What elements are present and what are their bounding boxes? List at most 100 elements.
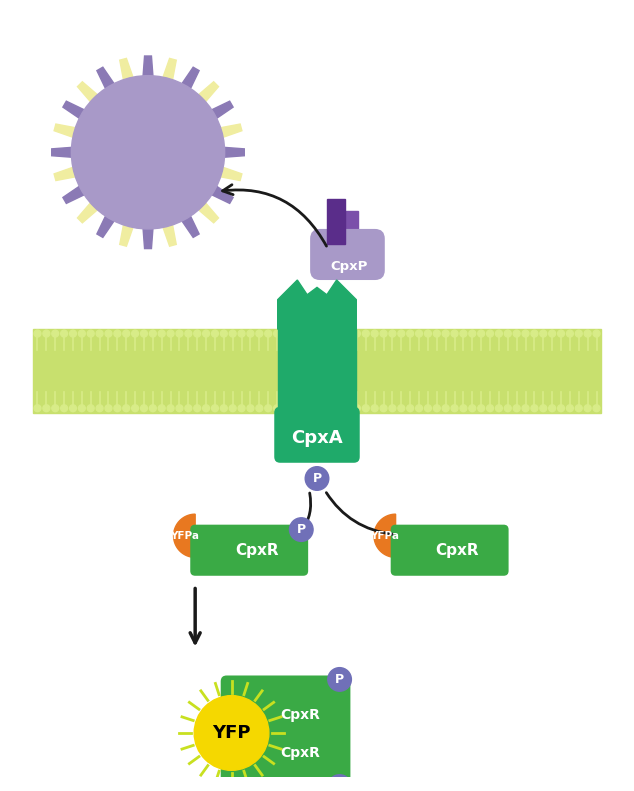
Circle shape: [495, 405, 502, 411]
Bar: [278, 329, 356, 413]
Circle shape: [416, 405, 422, 411]
Circle shape: [354, 405, 360, 411]
Circle shape: [52, 330, 59, 337]
Circle shape: [584, 330, 591, 337]
Circle shape: [363, 405, 369, 411]
Text: CpxR: CpxR: [280, 708, 320, 722]
FancyBboxPatch shape: [275, 407, 359, 463]
Circle shape: [478, 330, 484, 337]
Circle shape: [504, 330, 511, 337]
FancyBboxPatch shape: [221, 676, 351, 790]
Text: P: P: [297, 523, 306, 536]
Circle shape: [238, 330, 245, 337]
Circle shape: [87, 330, 94, 337]
Circle shape: [486, 330, 493, 337]
Circle shape: [203, 405, 209, 411]
Circle shape: [194, 330, 200, 337]
Circle shape: [105, 330, 112, 337]
Circle shape: [469, 330, 476, 337]
Polygon shape: [182, 216, 199, 237]
Polygon shape: [221, 124, 242, 137]
Polygon shape: [120, 225, 133, 246]
FancyArrowPatch shape: [223, 185, 327, 246]
Circle shape: [575, 405, 582, 411]
Polygon shape: [97, 67, 114, 89]
Circle shape: [141, 405, 148, 411]
Circle shape: [105, 405, 112, 411]
Circle shape: [495, 330, 502, 337]
Circle shape: [566, 330, 573, 337]
Text: YFP: YFP: [212, 724, 251, 742]
Polygon shape: [63, 101, 84, 118]
Circle shape: [345, 405, 351, 411]
Text: YFPa: YFPa: [370, 531, 399, 541]
Polygon shape: [52, 147, 72, 157]
Circle shape: [486, 405, 493, 411]
Circle shape: [451, 330, 458, 337]
Circle shape: [176, 405, 183, 411]
Circle shape: [328, 668, 351, 691]
Circle shape: [230, 405, 236, 411]
Circle shape: [230, 330, 236, 337]
Circle shape: [548, 405, 555, 411]
Polygon shape: [77, 203, 97, 223]
Polygon shape: [54, 124, 75, 137]
Circle shape: [380, 330, 387, 337]
Circle shape: [345, 330, 351, 337]
Circle shape: [522, 330, 529, 337]
Circle shape: [363, 330, 369, 337]
Polygon shape: [63, 187, 84, 203]
Circle shape: [43, 330, 50, 337]
Polygon shape: [143, 56, 153, 76]
Circle shape: [372, 405, 378, 411]
Circle shape: [318, 405, 325, 411]
Circle shape: [185, 405, 191, 411]
Circle shape: [301, 405, 307, 411]
Circle shape: [96, 405, 103, 411]
Circle shape: [389, 330, 396, 337]
Circle shape: [478, 405, 484, 411]
FancyBboxPatch shape: [190, 524, 308, 576]
Circle shape: [593, 405, 600, 411]
Circle shape: [540, 405, 547, 411]
Polygon shape: [212, 187, 233, 203]
Circle shape: [158, 330, 165, 337]
Circle shape: [176, 330, 183, 337]
Text: P: P: [335, 673, 344, 686]
Circle shape: [398, 330, 404, 337]
Circle shape: [114, 405, 121, 411]
Circle shape: [575, 330, 582, 337]
Circle shape: [167, 330, 174, 337]
Circle shape: [434, 330, 440, 337]
Polygon shape: [163, 225, 176, 246]
Circle shape: [185, 330, 191, 337]
Circle shape: [380, 405, 387, 411]
Polygon shape: [374, 514, 396, 558]
Circle shape: [274, 405, 280, 411]
Circle shape: [305, 467, 329, 490]
Circle shape: [328, 774, 351, 791]
Polygon shape: [163, 59, 176, 80]
Circle shape: [212, 330, 218, 337]
Circle shape: [451, 405, 458, 411]
Circle shape: [301, 330, 307, 337]
Circle shape: [434, 405, 440, 411]
Circle shape: [238, 405, 245, 411]
Polygon shape: [182, 67, 199, 89]
Polygon shape: [143, 229, 153, 248]
Circle shape: [247, 330, 254, 337]
Circle shape: [336, 405, 342, 411]
Text: CpxP: CpxP: [331, 259, 368, 273]
Circle shape: [221, 330, 227, 337]
Circle shape: [167, 405, 174, 411]
Circle shape: [265, 330, 271, 337]
Circle shape: [114, 330, 121, 337]
Circle shape: [389, 405, 396, 411]
Circle shape: [531, 405, 538, 411]
Circle shape: [309, 330, 316, 337]
Circle shape: [425, 405, 431, 411]
FancyArrowPatch shape: [327, 493, 393, 534]
Circle shape: [61, 405, 68, 411]
Circle shape: [158, 405, 165, 411]
Polygon shape: [198, 203, 219, 223]
